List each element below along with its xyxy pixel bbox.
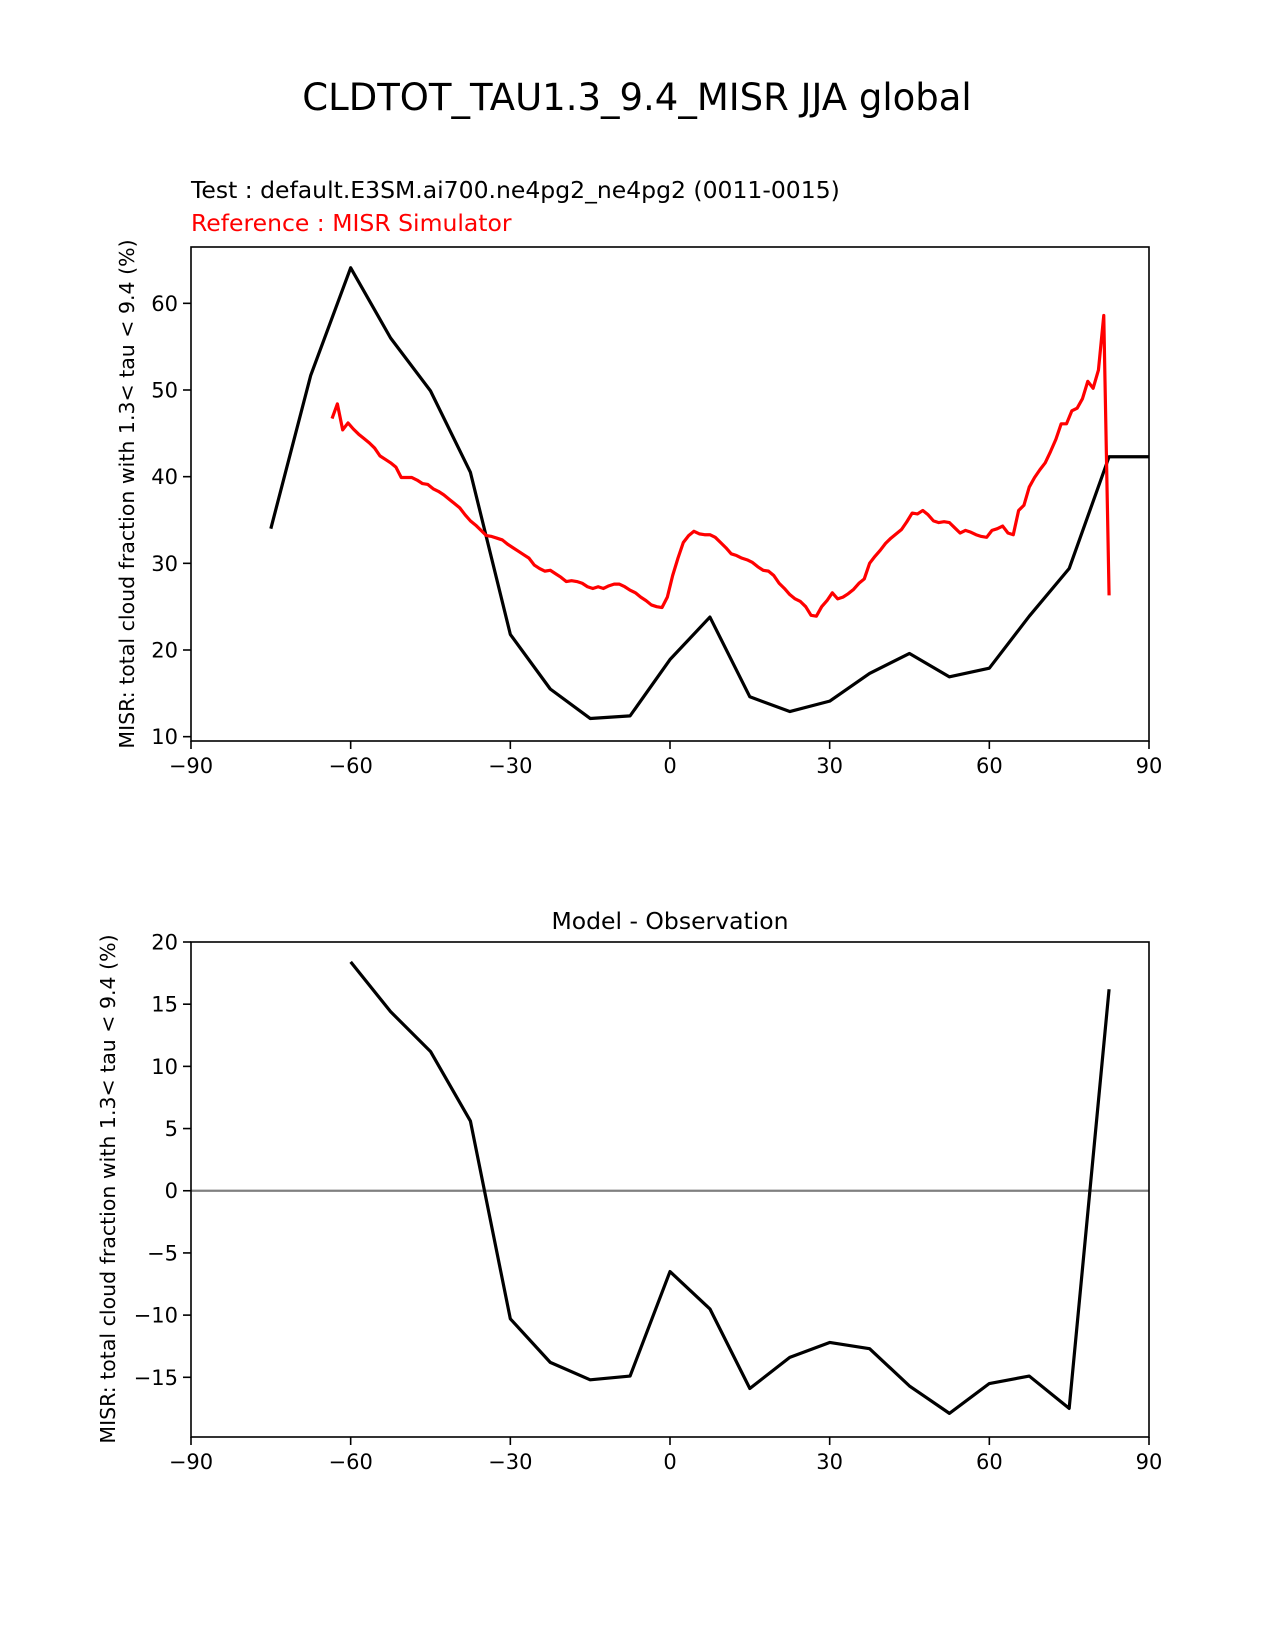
top-x-tick-label: 30 — [816, 754, 843, 778]
bottom-y-tick-label: −15 — [134, 1366, 178, 1390]
bottom-x-tick-label: 0 — [663, 1450, 676, 1474]
top-x-tick-label: 0 — [663, 754, 676, 778]
top-y-tick-label: 50 — [151, 379, 178, 403]
difference-title: Model - Observation — [551, 907, 788, 935]
test-title: Test : default.E3SM.ai700.ne4pg2_ne4pg2 … — [190, 176, 840, 204]
top-y-tick-label: 30 — [151, 552, 178, 576]
bottom-x-tick-label: 90 — [1136, 1450, 1163, 1474]
top-series-layer — [269, 266, 1149, 721]
panel-top: Test : default.E3SM.ai700.ne4pg2_ne4pg2 … — [115, 176, 1162, 778]
bottom-y-tick-label: 0 — [165, 1179, 178, 1203]
top-ylabel: MISR: total cloud fraction with 1.3< tau… — [115, 239, 139, 748]
figure-title: CLDTOT_TAU1.3_9.4_MISR JJA global — [302, 76, 971, 119]
bottom-x-tick-label: 30 — [816, 1450, 843, 1474]
top-y-tick-label: 40 — [151, 465, 178, 489]
bottom-y-tick-label: 20 — [151, 931, 178, 955]
bottom-x-tick-label: −90 — [169, 1450, 213, 1474]
top-x-tick-label: −30 — [488, 754, 532, 778]
top-test-series-line — [269, 266, 1149, 721]
bottom-ticks-layer: −90 −60 −30 0 30 60 90 20 15 10 5 0 −5 −10 −15 — [134, 931, 1163, 1475]
bottom-y-tick-label: 15 — [151, 993, 178, 1017]
bottom-y-tick-label: 5 — [165, 1117, 178, 1141]
top-x-tick-label: 60 — [976, 754, 1003, 778]
top-x-tick-label: 90 — [1136, 754, 1163, 778]
bottom-y-tick-label: −5 — [147, 1241, 178, 1265]
top-reference-series-line — [330, 313, 1111, 618]
bottom-y-tick-label: 10 — [151, 1055, 178, 1079]
bottom-difference-series-line — [349, 960, 1111, 1415]
bottom-y-tick-label: −10 — [134, 1304, 178, 1328]
top-x-tick-label: −90 — [169, 754, 213, 778]
bottom-x-tick-label: 60 — [976, 1450, 1003, 1474]
panel-bottom: Model - Observation −90 −60 −30 0 30 60 90 20 15… — [96, 907, 1162, 1474]
top-x-tick-label: −60 — [329, 754, 373, 778]
top-y-tick-label: 60 — [151, 292, 178, 316]
bottom-x-tick-label: −60 — [329, 1450, 373, 1474]
bottom-x-tick-label: −30 — [488, 1450, 532, 1474]
top-ticks-layer: −90 −60 −30 0 30 60 90 10 20 30 40 50 60 — [151, 292, 1162, 778]
bottom-series-layer — [191, 960, 1149, 1415]
top-y-tick-label: 20 — [151, 639, 178, 663]
top-y-tick-label: 10 — [151, 725, 178, 749]
reference-title: Reference : MISR Simulator — [191, 209, 512, 237]
bottom-ylabel: MISR: total cloud fraction with 1.3< tau… — [96, 934, 120, 1443]
